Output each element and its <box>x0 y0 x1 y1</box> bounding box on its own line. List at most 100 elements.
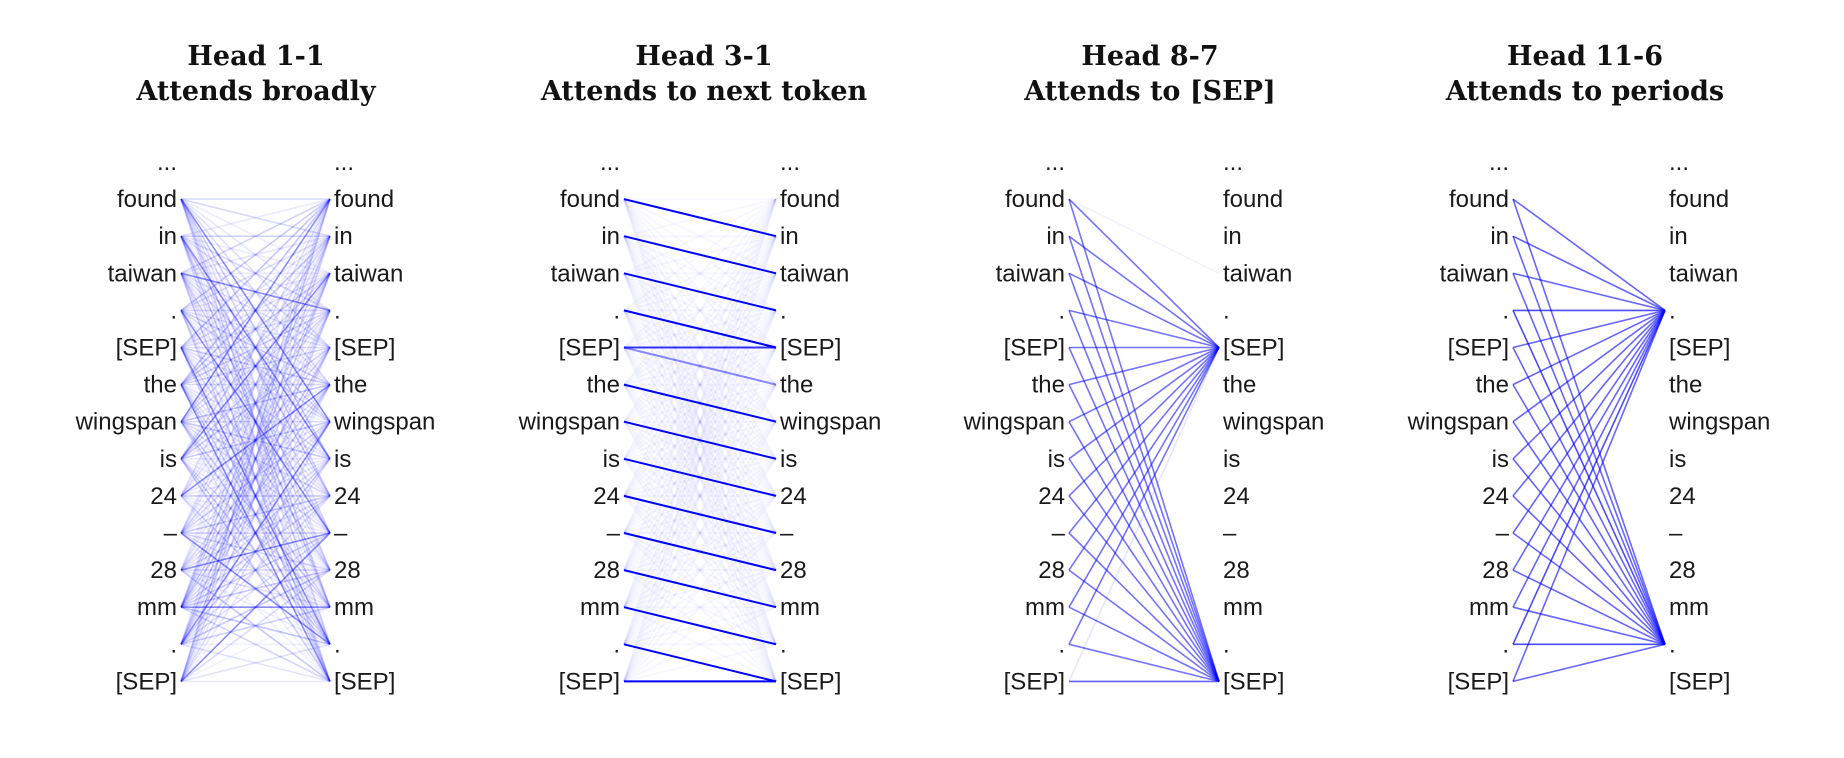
attention-line <box>180 458 331 534</box>
left-token: [SEP] <box>559 335 620 362</box>
left-token: . <box>1058 297 1065 324</box>
right-token: [SEP] <box>334 335 395 362</box>
attention-line <box>180 421 331 645</box>
attention-line <box>180 198 331 237</box>
attention-lines <box>1068 198 1220 683</box>
attention-line <box>180 235 331 386</box>
attention-line <box>180 569 331 646</box>
attention-line <box>180 347 331 571</box>
attention-line <box>180 198 331 275</box>
attention-line <box>1512 495 1666 645</box>
right-token: is <box>1223 446 1240 473</box>
attention-line <box>180 384 331 571</box>
attention-line <box>180 235 331 645</box>
attention-line <box>180 569 331 683</box>
attention-line <box>1068 347 1220 682</box>
attention-line <box>180 272 331 608</box>
attention-line <box>180 235 331 386</box>
attention-line <box>180 310 331 645</box>
attention-line <box>1512 309 1666 497</box>
left-token: – <box>607 520 621 547</box>
attention-line <box>180 198 331 682</box>
attention-line <box>180 198 331 312</box>
attention-line <box>180 272 331 312</box>
attention-line <box>623 532 777 572</box>
attention-line <box>180 347 331 645</box>
right-token: . <box>1223 297 1230 324</box>
attention-line <box>623 494 777 534</box>
left-token: in <box>1490 223 1509 250</box>
attention-line <box>1512 458 1666 645</box>
attention-line <box>180 235 331 423</box>
left-token: the <box>144 372 177 399</box>
attention-line <box>180 495 331 608</box>
attention-line <box>180 458 331 645</box>
attention-line <box>180 272 331 460</box>
left-token: ... <box>600 149 620 176</box>
attention-line <box>1068 458 1220 682</box>
left-token: 28 <box>1482 557 1509 584</box>
left-token: . <box>170 631 177 658</box>
left-token: 24 <box>150 483 177 510</box>
attention-line <box>180 272 331 386</box>
right-token: ... <box>780 149 800 176</box>
left-token: [SEP] <box>1448 335 1509 362</box>
attention-line <box>180 421 331 682</box>
left-token: [SEP] <box>116 335 177 362</box>
attention-line <box>180 272 331 608</box>
right-token: [SEP] <box>1223 668 1284 695</box>
attention-panel-2: Head 3-1 Attends to next token... ... found… <box>518 41 882 695</box>
attention-line <box>180 606 331 683</box>
attention-line <box>180 198 331 423</box>
right-token: is <box>334 446 351 473</box>
attention-line <box>180 272 331 386</box>
attention-line <box>180 383 331 460</box>
left-token: mm <box>1025 594 1065 621</box>
left-token: . <box>1502 631 1509 658</box>
attention-line <box>180 421 331 571</box>
left-token: is <box>1048 446 1065 473</box>
attention-line <box>1068 347 1220 645</box>
panel-subtitle: Attends broadly <box>135 76 376 107</box>
attention-line <box>623 569 777 609</box>
left-token: ... <box>157 149 177 176</box>
left-token: [SEP] <box>559 668 620 695</box>
right-token: the <box>1223 372 1256 399</box>
attention-line <box>180 421 331 534</box>
right-token: . <box>1223 631 1230 658</box>
right-token: 28 <box>1223 557 1250 584</box>
left-token: 28 <box>593 557 620 584</box>
left-token: 24 <box>1482 483 1509 510</box>
left-token: taiwan <box>551 260 620 287</box>
left-token: [SEP] <box>1448 668 1509 695</box>
left-token: . <box>1502 297 1509 324</box>
attention-line <box>180 347 331 608</box>
right-token: – <box>1669 520 1683 547</box>
right-token: 28 <box>780 557 807 584</box>
left-token: wingspan <box>963 409 1065 436</box>
attention-line <box>180 309 331 497</box>
attention-line <box>1512 309 1666 460</box>
attention-line <box>1512 643 1666 683</box>
attention-line <box>180 420 331 460</box>
right-token: wingspan <box>333 409 435 436</box>
panel-title: Head 3-1 <box>635 41 772 72</box>
attention-line <box>180 606 331 646</box>
right-token: taiwan <box>780 260 849 287</box>
right-token: the <box>780 372 813 399</box>
left-token: found <box>1449 186 1509 213</box>
attention-line <box>180 383 331 460</box>
right-token: [SEP] <box>1669 668 1730 695</box>
left-token: wingspan <box>75 409 177 436</box>
attention-line <box>1512 198 1666 312</box>
attention-line <box>1068 384 1220 682</box>
attention-line <box>1068 606 1220 683</box>
attention-line <box>1512 235 1666 312</box>
left-token: ... <box>1489 149 1509 176</box>
attention-line <box>180 346 331 460</box>
right-token: mm <box>334 594 374 621</box>
attention-line <box>180 272 331 534</box>
right-token: wingspan <box>1222 409 1324 436</box>
attention-line <box>180 198 331 460</box>
